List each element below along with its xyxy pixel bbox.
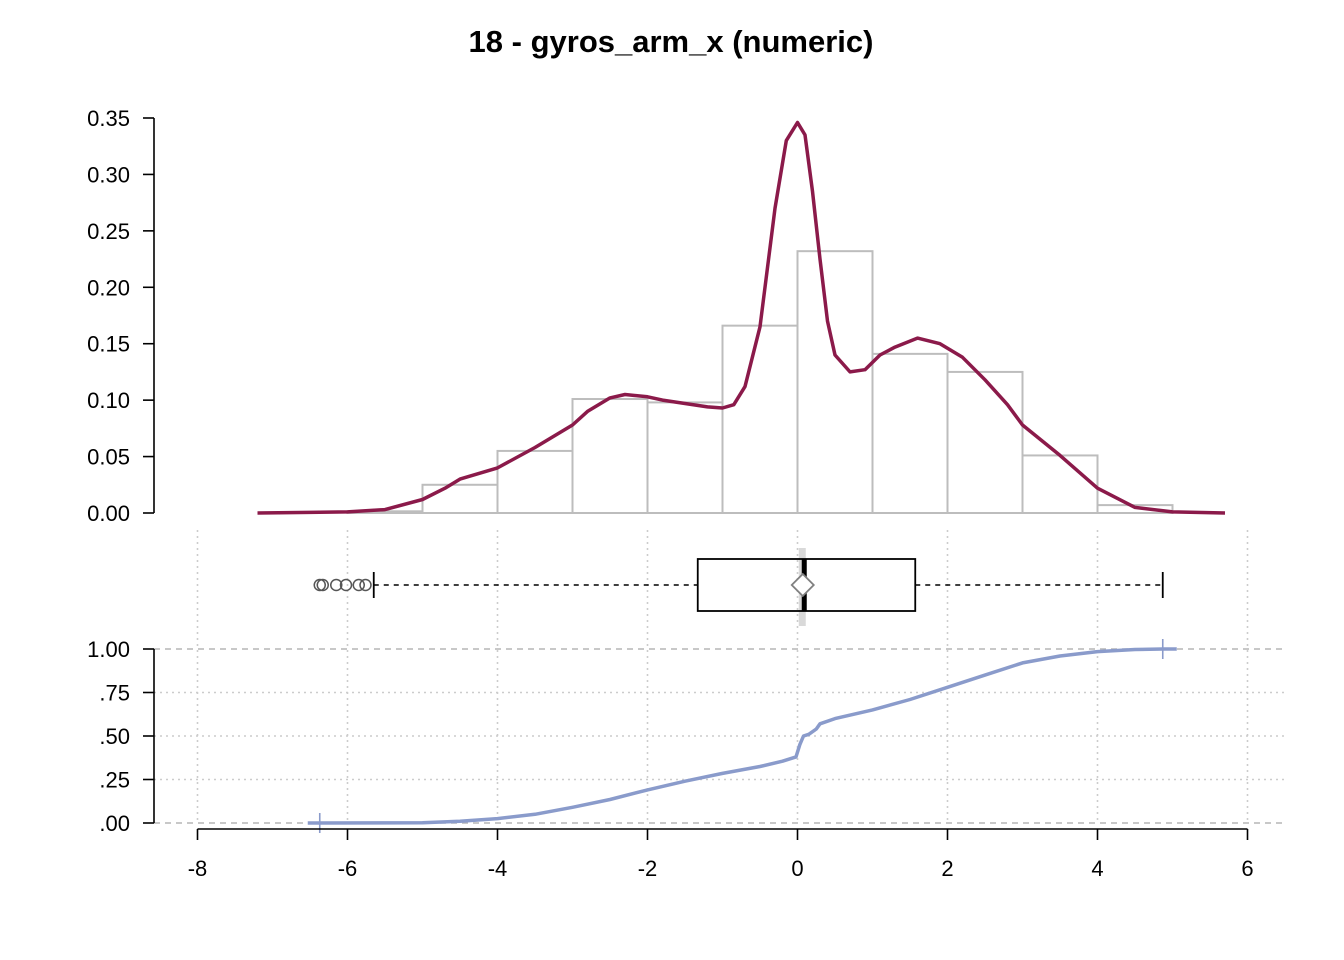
ecdf-y-tick-label: .00 bbox=[99, 811, 130, 836]
histogram-bars bbox=[346, 250, 1174, 515]
x-tick-label: -6 bbox=[338, 856, 358, 881]
outlier-point bbox=[352, 578, 365, 592]
x-tick-label: 6 bbox=[1241, 856, 1253, 881]
histogram-bar bbox=[871, 352, 949, 514]
ecdf-y-tick-label: 1.00 bbox=[87, 637, 130, 662]
chart-title: 18 - gyros_arm_x (numeric) bbox=[469, 24, 874, 59]
outlier-point bbox=[313, 578, 326, 592]
ecdf-line-layer bbox=[307, 639, 1177, 833]
histogram-y-tick-label: 0.05 bbox=[87, 445, 130, 470]
ecdf-y-tick-label: .75 bbox=[99, 681, 130, 706]
ecdf-curve bbox=[319, 647, 1163, 825]
histogram-y-tick-label: 0.20 bbox=[87, 275, 130, 300]
x-tick-label: -4 bbox=[488, 856, 508, 881]
histogram-y-tick-label: 0.10 bbox=[87, 388, 130, 413]
histogram-bar bbox=[946, 370, 1024, 514]
outlier-point bbox=[359, 578, 372, 592]
histogram-y-axis: 0.00 0.05 0.10 0.15 0.20 0.25 0.30 0.35 bbox=[87, 106, 155, 526]
histogram-bar bbox=[646, 401, 724, 514]
mean-marker bbox=[790, 572, 816, 598]
x-tick-label: 4 bbox=[1091, 856, 1103, 881]
histogram-bar bbox=[1096, 504, 1174, 515]
histogram-panel: 0.00 0.05 0.10 0.15 0.20 0.25 0.30 0.35 bbox=[87, 106, 1226, 526]
outlier-point bbox=[339, 578, 353, 592]
x-tick-label: 2 bbox=[941, 856, 953, 881]
x-tick-label: -8 bbox=[188, 856, 208, 881]
x-tick-label: -2 bbox=[638, 856, 658, 881]
histogram-y-tick-label: 0.35 bbox=[87, 106, 130, 131]
density-curve bbox=[257, 120, 1226, 515]
ecdf-y-tick-label: .50 bbox=[99, 724, 130, 749]
histogram-y-tick-label: 0.00 bbox=[87, 501, 130, 526]
outlier-point bbox=[316, 578, 329, 592]
histogram-bar bbox=[421, 483, 499, 514]
histogram-y-tick-label: 0.15 bbox=[87, 332, 130, 357]
density-layer bbox=[257, 120, 1226, 515]
outlier-point bbox=[330, 578, 343, 592]
histogram-bar bbox=[796, 250, 874, 515]
histogram-bar bbox=[1021, 454, 1099, 515]
ecdf-y-tick-label: .25 bbox=[99, 768, 130, 793]
ecdf-panel: 1.00 .75 .50 .25 .00 bbox=[87, 637, 1284, 836]
x-tick-label: 0 bbox=[791, 856, 803, 881]
x-axis: -8 -6 -4 -2 0 2 4 6 bbox=[188, 828, 1254, 881]
histogram-bar bbox=[721, 324, 799, 514]
boxplot-panel bbox=[313, 548, 1164, 626]
ecdf-horizontal-gridlines bbox=[154, 648, 1284, 824]
histogram-y-tick-label: 0.25 bbox=[87, 219, 130, 244]
histogram-y-tick-label: 0.30 bbox=[87, 162, 130, 187]
ecdf-y-axis: 1.00 .75 .50 .25 .00 bbox=[87, 637, 155, 836]
